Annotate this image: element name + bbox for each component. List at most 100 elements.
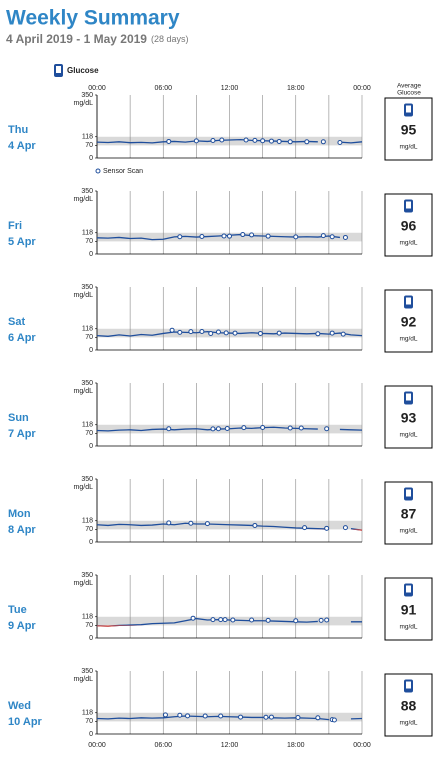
sensor-scan: [199, 328, 205, 334]
y-tick-label: 70: [85, 334, 93, 341]
day-label: Mon: [8, 508, 31, 520]
sensor-scan: [320, 139, 326, 145]
day-label: Sun: [8, 412, 29, 424]
sensor-scan: [166, 520, 172, 526]
sensor-scan: [202, 713, 208, 719]
sensor-scan: [287, 139, 293, 145]
y-tick-label: 350: [81, 476, 93, 483]
phone-icon-screen: [406, 489, 411, 497]
y-tick-label: 0: [89, 443, 93, 450]
phone-icon-screen: [406, 585, 411, 593]
day-label: Sat: [8, 316, 25, 328]
sensor-scan: [315, 715, 321, 721]
sensor-scan: [302, 525, 308, 531]
sensor-scan: [315, 331, 321, 337]
y-tick-label: 70: [85, 718, 93, 725]
y-tick-label: 70: [85, 430, 93, 437]
phone-icon-screen: [406, 201, 411, 209]
date-label: 7 Apr: [8, 428, 36, 440]
average-unit: mg/dL: [399, 240, 417, 247]
sensor-scan: [260, 138, 266, 144]
y-tick-label: 118: [82, 326, 93, 333]
average-unit: mg/dL: [399, 624, 417, 631]
average-unit: mg/dL: [399, 528, 417, 535]
sensor-scan: [324, 525, 330, 531]
y-tick-label: 0: [89, 155, 93, 162]
glucose-line: [96, 426, 363, 432]
sensor-scan: [232, 330, 238, 336]
average-value: 96: [401, 218, 417, 234]
sensor-scan: [238, 714, 244, 720]
sensor-scan: [223, 330, 229, 336]
average-unit: mg/dL: [399, 336, 417, 343]
sensor-scan: [337, 140, 343, 146]
y-unit-label: mg/dL: [74, 196, 94, 203]
y-tick-label: 118: [82, 230, 93, 237]
y-tick-label: 70: [85, 238, 93, 245]
y-tick-label: 350: [81, 572, 93, 579]
glucose-line: [96, 715, 363, 721]
sensor-scan: [166, 138, 172, 144]
sensor-scan: [169, 327, 175, 333]
sensor-scan: [268, 714, 274, 720]
sensor-scan: [188, 329, 194, 335]
sensor-scan: [295, 714, 301, 720]
y-tick-label: 118: [82, 422, 93, 429]
sensor-scan: [260, 424, 266, 430]
legend-glucose: Glucose: [67, 66, 99, 75]
y-unit-label: mg/dL: [74, 484, 94, 491]
date-label: 4 Apr: [8, 140, 36, 152]
sensor-scan: [218, 617, 224, 623]
x-tick-label: 18:00: [287, 85, 305, 92]
y-tick-label: 350: [81, 380, 93, 387]
sensor-scan: [241, 425, 247, 431]
date-range: 4 April 2019 - 1 May 2019: [6, 32, 147, 46]
sensor-scan: [219, 137, 225, 143]
y-tick-label: 0: [89, 539, 93, 546]
x-tick-label: 00:00: [88, 85, 106, 92]
subtitle: 4 April 2019 - 1 May 2019 (28 days): [6, 32, 189, 46]
y-tick-label: 350: [81, 92, 93, 99]
sensor-scan: [204, 521, 210, 527]
day-label: Thu: [8, 124, 28, 136]
sensor-scan: [249, 617, 255, 623]
average-value: 95: [401, 122, 417, 138]
sensor-scan: [177, 234, 183, 240]
average-value: 87: [401, 506, 417, 522]
average-unit: mg/dL: [399, 720, 417, 727]
average-value: 88: [401, 698, 417, 714]
y-tick-label: 118: [82, 614, 93, 621]
legend-icon-screen: [56, 66, 61, 73]
average-unit: mg/dL: [399, 144, 417, 151]
y-unit-label: mg/dL: [74, 580, 94, 587]
sensor-scan: [342, 234, 348, 240]
average-header: Average: [397, 83, 421, 90]
day-label: Tue: [8, 604, 27, 616]
sensor-scan: [215, 426, 221, 432]
x-tick-label: 06:00: [154, 742, 172, 749]
y-tick-label: 118: [82, 710, 93, 717]
sensor-scan: [210, 138, 216, 144]
x-tick-label: 12:00: [221, 742, 239, 749]
sensor-scan: [188, 520, 194, 526]
y-unit-label: mg/dL: [74, 292, 94, 299]
y-tick-label: 350: [81, 668, 93, 675]
sensor-scan: [340, 331, 346, 337]
y-tick-label: 350: [81, 188, 93, 195]
sensor-scan: [249, 232, 255, 238]
average-header: Glucose: [397, 90, 421, 97]
sensor-scan: [276, 330, 282, 336]
sensor-scan: [243, 137, 249, 143]
day-label: Wed: [8, 700, 31, 712]
sensor-scan: [227, 233, 232, 239]
sensor-scan: [252, 522, 258, 528]
date-label: 6 Apr: [8, 332, 36, 344]
y-tick-label: 70: [85, 622, 93, 629]
sensor-scan: [162, 712, 168, 718]
y-tick-label: 0: [89, 347, 93, 354]
y-tick-label: 0: [89, 635, 93, 642]
x-tick-label: 00:00: [353, 742, 371, 749]
sensor-scan: [331, 717, 337, 723]
phone-icon-screen: [406, 681, 411, 689]
